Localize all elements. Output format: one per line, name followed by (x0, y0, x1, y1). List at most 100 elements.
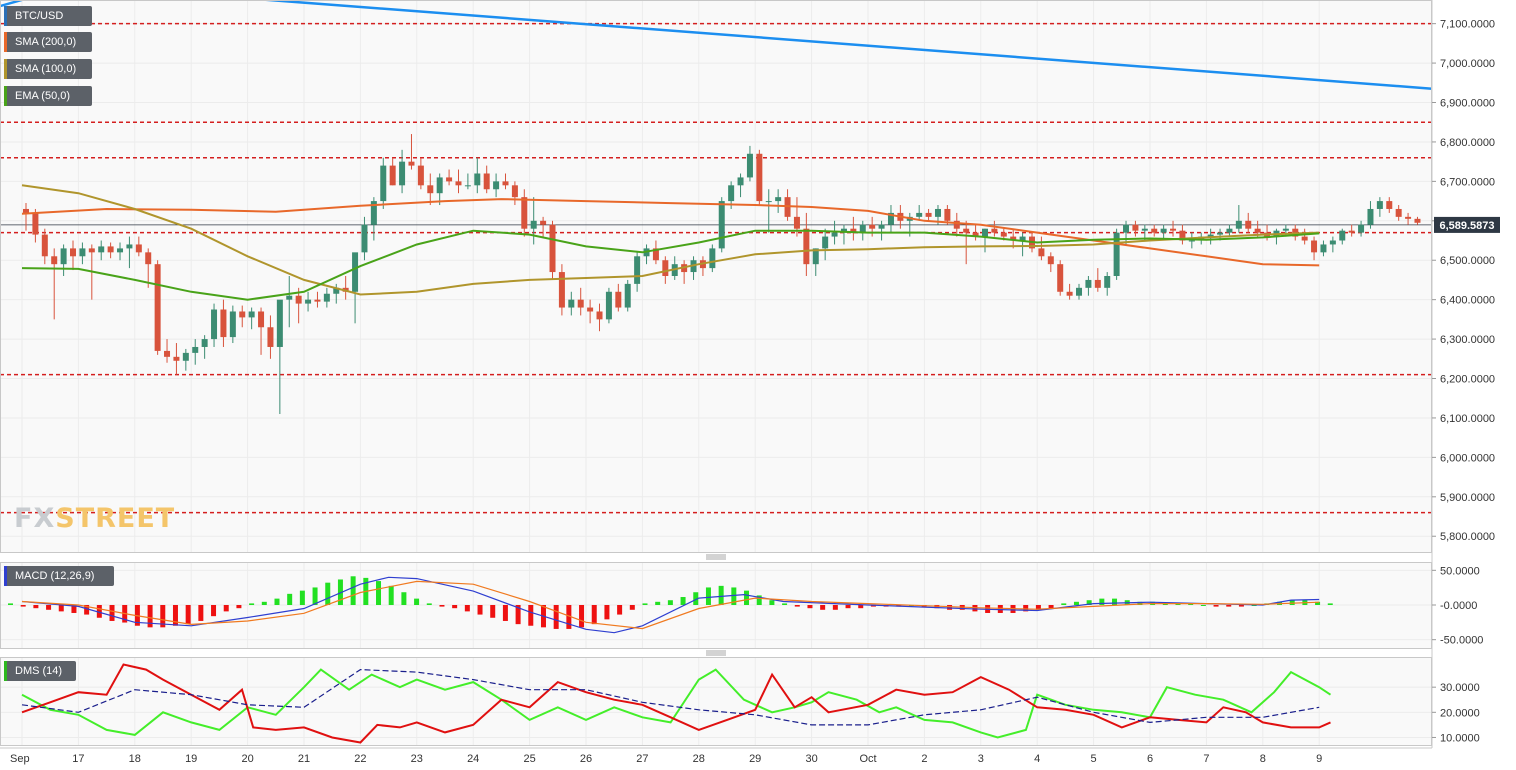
y-tick-label: 6,900.0000 (1440, 98, 1495, 110)
panel-frames (0, 0, 1433, 749)
candle-body (98, 246, 105, 253)
x-tick-label: 8 (1260, 753, 1266, 765)
macd-histogram-bar (414, 598, 420, 605)
x-tick-label: 21 (298, 753, 310, 765)
candle-body (1339, 230, 1346, 241)
macd-histogram-bar (667, 600, 673, 605)
macd-histogram-bar (71, 605, 77, 613)
candle-body (1245, 220, 1252, 229)
y-axis-labels: 7,100.0000 7,000.0000 6,900.0000 6,800.0000… (1432, 19, 1495, 744)
y-tick-label: 5,800.0000 (1440, 531, 1495, 543)
y-tick-label: 7,000.0000 (1440, 58, 1495, 70)
candle-body (577, 299, 584, 308)
macd-histogram-bar (1137, 601, 1143, 605)
legend-dms[interactable]: DMS (14) (4, 661, 76, 681)
candle-body (878, 224, 885, 229)
candle-body (765, 201, 772, 203)
macd-histogram-bar (84, 605, 90, 615)
candle-body (483, 173, 490, 190)
candle-body (220, 309, 227, 338)
macd-histogram-bar (477, 605, 483, 615)
macd-histogram-bar (1048, 605, 1054, 609)
trendline-segment (252, 0, 1433, 90)
x-tick-label: 5 (1091, 753, 1097, 765)
candle-body (1123, 224, 1130, 233)
grid (0, 0, 1432, 745)
macd-histogram-bar (807, 605, 813, 609)
candle-body (1057, 264, 1064, 292)
candle-body (229, 311, 236, 338)
macd-histogram-bar (629, 605, 635, 610)
candle-body (1094, 279, 1101, 288)
x-tick-label: 18 (129, 753, 141, 765)
panel-bg-1 (0, 0, 1432, 552)
macd-histogram-bar (1315, 601, 1321, 605)
macd-histogram-bar (261, 601, 267, 605)
x-tick-label: Sep (10, 753, 30, 765)
candle-body (248, 311, 255, 318)
dms-panel (21, 663, 1332, 744)
candle-body (70, 248, 77, 257)
trendline-segment (0, 0, 27, 8)
candle-body (596, 311, 603, 320)
legend-btcusd[interactable]: BTC/USD (4, 6, 92, 26)
series-adx (21, 668, 1320, 726)
series-di (21, 663, 1331, 744)
macd-histogram-bar (58, 605, 64, 612)
macd-histogram-bar (1327, 603, 1333, 605)
macd-histogram-bar (553, 605, 559, 629)
candle-body (549, 224, 556, 273)
candle-body (812, 248, 819, 265)
legend-sma200[interactable]: SMA (200,0) (4, 32, 92, 52)
candle-body (728, 185, 735, 202)
last-price-label: 6,589.5873 (1439, 220, 1494, 232)
macd-histogram-bar (452, 605, 458, 609)
macd-histogram-bar (579, 605, 585, 628)
candle-body (850, 228, 857, 233)
legend-macd[interactable]: MACD (12,26,9) (4, 566, 114, 586)
macd-histogram-bar (8, 603, 13, 605)
candle-body (474, 173, 481, 186)
macd-histogram-bar (794, 605, 800, 607)
macd-histogram-bar (287, 593, 293, 605)
candle-body (107, 246, 114, 253)
macd-histogram-bar (820, 605, 826, 610)
macd-histogram-bar (439, 605, 445, 607)
macd-histogram-bar (604, 605, 610, 620)
candle-body (511, 185, 518, 198)
candle-body (1301, 236, 1308, 241)
candle-body (1085, 279, 1092, 288)
macd-histogram-bar (858, 605, 864, 609)
candle-body (446, 177, 453, 182)
candle-body (709, 248, 716, 269)
candle-body (1405, 216, 1412, 219)
macd-histogram-bar (1035, 605, 1041, 610)
x-tick-label: 20 (241, 753, 253, 765)
series-signal (21, 580, 1320, 630)
fxstreet-watermark: FXSTREET (14, 503, 176, 534)
macd-histogram-bar (744, 590, 750, 605)
y-tick-label: 6,500.0000 (1440, 255, 1495, 267)
moving-averages (21, 184, 1320, 301)
macd-histogram-bar (223, 605, 229, 612)
candle-body (822, 236, 829, 249)
candle-body (869, 224, 876, 229)
candle-body (1188, 240, 1195, 242)
candle-body (1160, 228, 1167, 233)
candle-body (1010, 236, 1017, 241)
legend-sma100[interactable]: SMA (100,0) (4, 59, 92, 79)
x-tick-label: 25 (523, 753, 535, 765)
legend-ema50[interactable]: EMA (50,0) (4, 86, 92, 106)
candle-body (352, 252, 359, 292)
macd-histogram-bar (617, 605, 623, 615)
macd-histogram-bar (426, 603, 432, 605)
candle-body (417, 165, 424, 186)
x-tick-label: 2 (921, 753, 927, 765)
candle-body (1254, 228, 1261, 233)
x-tick-label: 17 (72, 753, 84, 765)
macd-histogram-bar (185, 605, 191, 625)
x-tick-label: 6 (1147, 753, 1153, 765)
candle-body (737, 177, 744, 186)
macd-histogram-bar (680, 597, 686, 605)
macd-histogram-bar (1200, 605, 1206, 606)
